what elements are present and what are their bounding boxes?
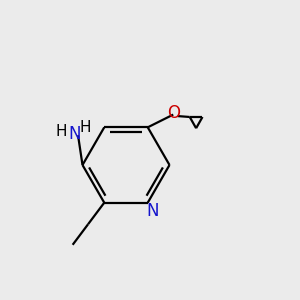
Text: O: O <box>167 104 180 122</box>
Text: N: N <box>146 202 159 220</box>
Text: H: H <box>80 120 91 135</box>
Text: N: N <box>69 125 81 143</box>
Text: H: H <box>56 124 67 139</box>
